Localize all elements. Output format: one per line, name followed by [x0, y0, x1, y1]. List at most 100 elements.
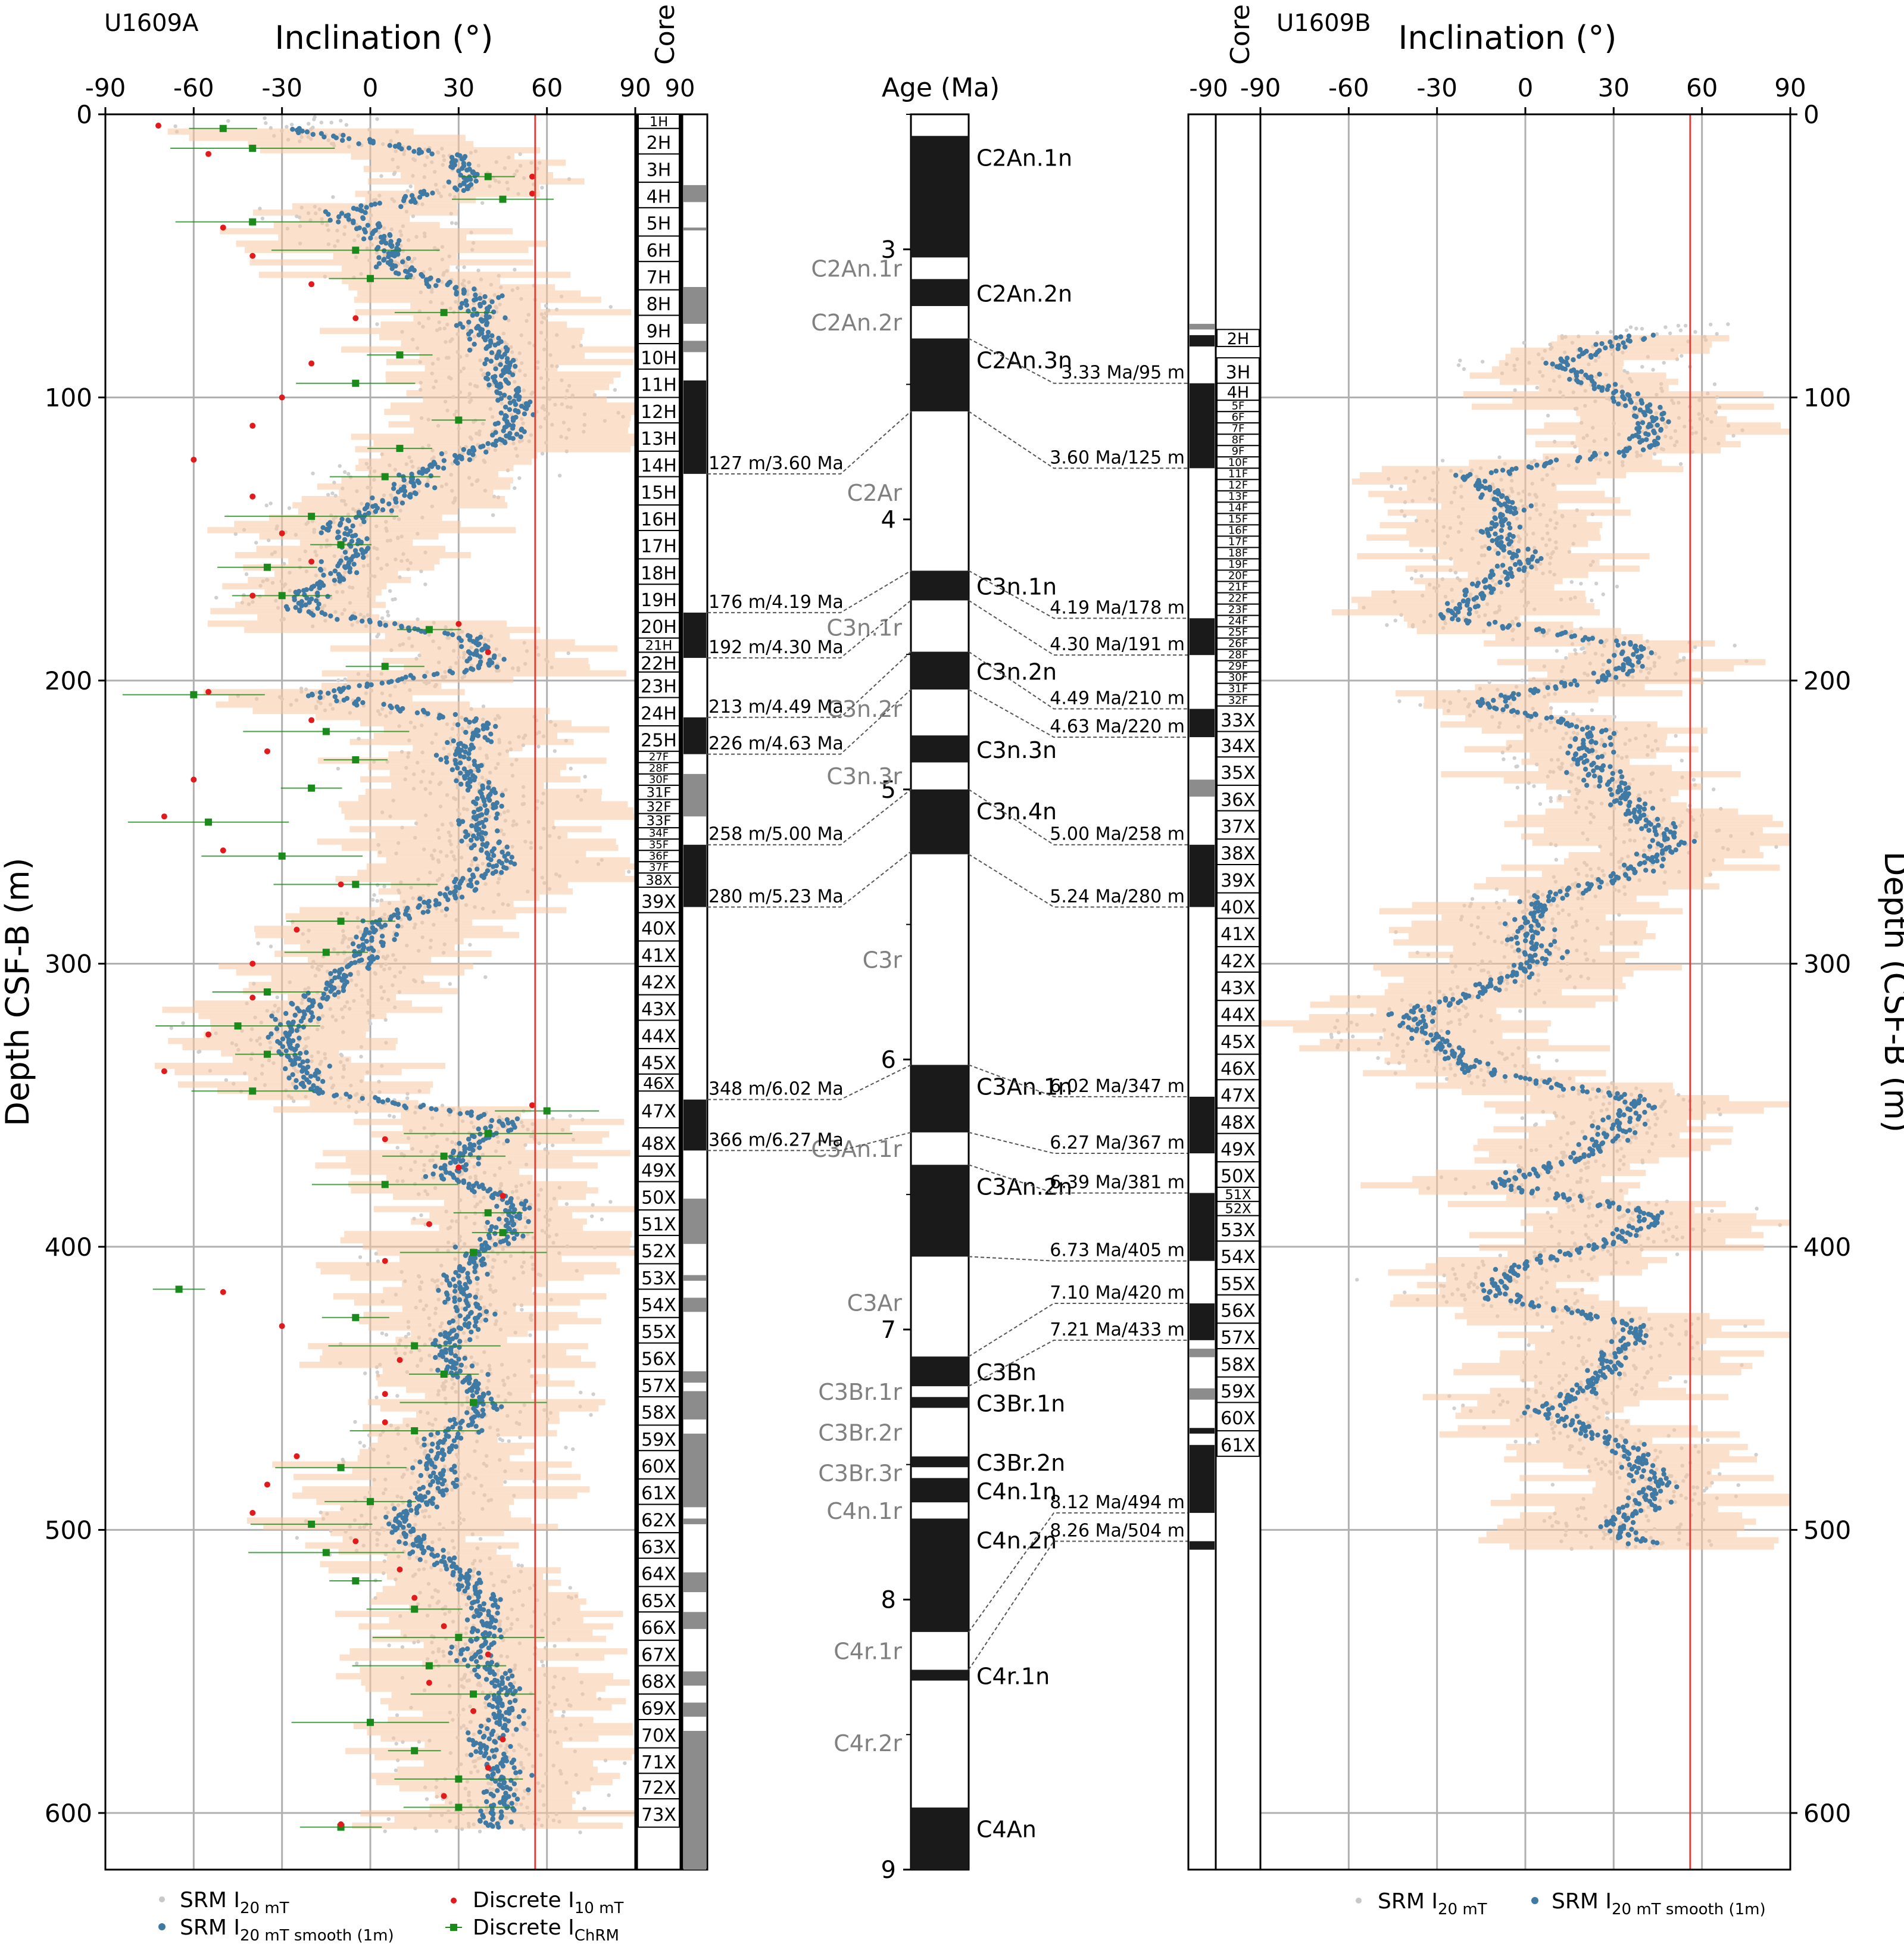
srm-smooth-point: [335, 563, 341, 569]
srm-raw-point: [362, 1444, 366, 1448]
srm-smooth-point: [457, 760, 463, 766]
core-label: 10H: [641, 348, 677, 369]
chrm-point: [352, 247, 360, 254]
srm-smooth-point: [386, 254, 391, 260]
srm-raw-point: [264, 121, 268, 125]
srm-smooth-point: [306, 1079, 312, 1085]
srm-smooth-point: [398, 709, 403, 714]
srm-smooth-point: [411, 1542, 416, 1548]
discrete-10mt-point: [249, 592, 256, 599]
srm-envelope-band: [414, 184, 539, 191]
srm-smooth-point: [356, 141, 361, 146]
srm-smooth-point: [383, 241, 389, 246]
srm-envelope-band: [383, 1287, 532, 1293]
srm-smooth-point: [343, 565, 348, 570]
srm-smooth-point: [451, 738, 456, 744]
srm-smooth-point: [460, 325, 466, 330]
srm-smooth-point: [392, 621, 398, 626]
srm-envelope-band: [400, 1629, 593, 1636]
srm-smooth-point: [493, 723, 498, 729]
chrm-point: [337, 1464, 345, 1471]
srm-smooth-point: [435, 277, 441, 283]
srm-smooth-point: [470, 452, 476, 457]
srm-smooth-point: [316, 1016, 322, 1021]
core-label: 2H: [647, 133, 672, 154]
srm-smooth-point: [430, 190, 435, 196]
srm-smooth-point: [402, 1541, 408, 1546]
srm-raw-point: [311, 471, 315, 476]
srm-smooth-point: [332, 694, 338, 700]
srm-smooth-point: [468, 1752, 474, 1758]
srm-smooth-point: [470, 1600, 475, 1606]
srm-smooth-point: [452, 712, 458, 717]
srm-smooth-point: [497, 385, 502, 391]
discrete-10mt-point: [352, 315, 359, 322]
srm-smooth-point: [349, 533, 355, 539]
srm-raw-point: [551, 1143, 555, 1147]
srm-smooth-point: [331, 688, 337, 694]
srm-smooth-point: [399, 146, 404, 152]
srm-smooth-point: [482, 294, 488, 299]
srm-envelope-band: [216, 701, 470, 708]
srm-smooth-point: [419, 470, 425, 476]
core-label: 16H: [641, 510, 677, 531]
srm-smooth-point: [492, 1625, 497, 1630]
srm-raw-point: [169, 1026, 174, 1030]
srm-smooth-point: [444, 759, 450, 765]
srm-smooth-point: [464, 1617, 470, 1623]
discrete-10mt-point: [249, 994, 256, 1001]
srm-smooth-point: [434, 1504, 440, 1510]
srm-smooth-point: [283, 1048, 289, 1054]
srm-smooth-point: [335, 617, 340, 622]
srm-envelope-band: [344, 813, 634, 820]
srm-smooth-point: [479, 837, 485, 842]
srm-smooth-point: [457, 1280, 462, 1286]
srm-smooth-point: [292, 597, 297, 603]
srm-smooth-point: [469, 845, 474, 851]
srm-smooth-point: [473, 1749, 479, 1754]
srm-smooth-point: [472, 1614, 477, 1620]
srm-raw-point: [564, 1445, 568, 1450]
srm-smooth-point: [399, 624, 404, 630]
srm-smooth-point: [273, 1016, 278, 1022]
srm-raw-point: [434, 1829, 439, 1833]
srm-smooth-point: [308, 1010, 314, 1015]
srm-smooth-point: [475, 642, 480, 648]
srm-smooth-point: [492, 1231, 498, 1236]
srm-smooth-point: [469, 1639, 475, 1644]
srm-smooth-point: [448, 1418, 453, 1423]
srm-smooth-point: [458, 638, 464, 644]
srm-envelope-band: [380, 1405, 599, 1412]
srm-smooth-point: [469, 837, 474, 843]
srm-smooth-point: [353, 514, 359, 520]
srm-smooth-point: [491, 1603, 496, 1608]
srm-smooth-point: [437, 891, 443, 897]
srm-smooth-point: [425, 711, 430, 716]
srm-smooth-point: [500, 1785, 506, 1791]
srm-smooth-point: [444, 1292, 450, 1297]
srm-raw-point: [338, 464, 342, 468]
srm-envelope-band: [354, 1119, 625, 1125]
srm-smooth-point: [511, 1807, 517, 1813]
srm-smooth-point: [444, 906, 450, 912]
srm-smooth-point: [433, 283, 439, 288]
core-label: 38X: [645, 873, 672, 888]
srm-raw-point: [468, 943, 472, 947]
x-tick-label: -30: [261, 73, 302, 102]
srm-smooth-point: [494, 1225, 499, 1230]
srm-smooth-point: [481, 1601, 487, 1606]
srm-smooth-point: [336, 214, 342, 220]
srm-raw-point: [520, 1564, 524, 1568]
srm-smooth-point: [492, 1683, 498, 1689]
srm-smooth-point: [489, 333, 495, 339]
srm-smooth-point: [432, 1562, 438, 1568]
srm-smooth-point: [413, 491, 419, 497]
srm-smooth-point: [386, 501, 392, 507]
srm-smooth-point: [516, 410, 521, 415]
srm-smooth-point: [498, 1239, 504, 1245]
srm-raw-point: [516, 1563, 520, 1568]
srm-smooth-point: [483, 346, 489, 351]
srm-smooth-point: [482, 798, 487, 804]
srm-smooth-point: [363, 229, 368, 235]
srm-smooth-point: [299, 1068, 305, 1074]
